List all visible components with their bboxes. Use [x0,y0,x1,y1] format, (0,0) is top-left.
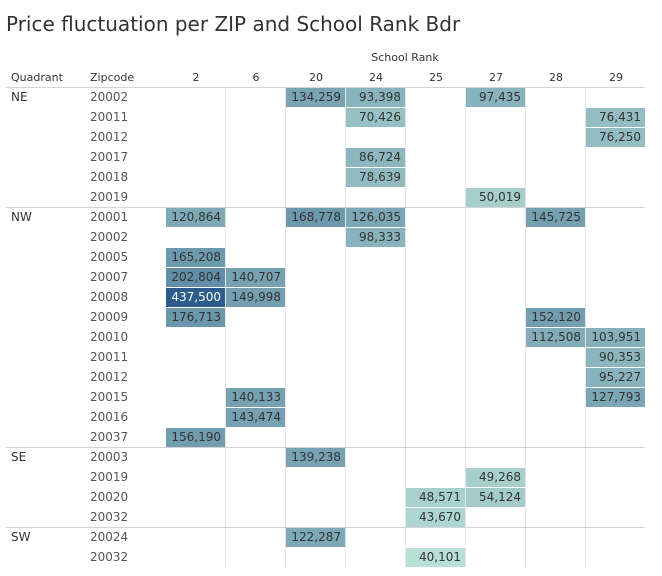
zipcode-label: 20019 [90,190,129,204]
zipcode-label: 20009 [90,310,129,324]
zipcode-label: 20003 [90,450,129,464]
column-header-6: 6 [252,71,260,84]
zipcode-label: 20005 [90,250,129,264]
heatmap-cell[interactable]: 126,035 [346,208,405,227]
heatmap-cell[interactable]: 76,250 [586,128,645,147]
zipcode-label: 20002 [90,90,129,104]
column-separator [285,87,286,567]
column-header-20: 20 [309,71,323,84]
quadrant-header: Quadrant [11,71,63,84]
heatmap-cell[interactable]: 48,571 [406,488,465,507]
heatmap-cell[interactable]: 139,238 [286,448,345,467]
column-header-2: 2 [192,71,200,84]
heatmap-cell[interactable]: 43,670 [406,508,465,527]
zipcode-label: 20012 [90,130,129,144]
column-separator [405,87,406,567]
heatmap-cell[interactable]: 122,287 [286,528,345,547]
column-header-24: 24 [369,71,383,84]
heatmap-cell[interactable]: 97,435 [466,88,525,107]
zipcode-label: 20012 [90,370,129,384]
quadrant-label: SE [11,450,27,464]
heatmap-cell[interactable]: 176,713 [166,308,225,327]
zipcode-label: 20017 [90,150,129,164]
column-header-28: 28 [549,71,563,84]
column-separator [225,87,226,567]
zipcode-label: 20016 [90,410,129,424]
zipcode-label: 20008 [90,290,129,304]
heatmap-cell[interactable]: 202,804 [166,268,225,287]
column-group-header: School Rank [371,51,439,64]
heatmap-cell[interactable]: 152,120 [526,308,585,327]
heatmap-cell[interactable]: 140,133 [226,388,285,407]
heatmap-cell[interactable]: 134,259 [286,88,345,107]
chart-title: Price fluctuation per ZIP and School Ran… [6,12,461,36]
column-header-27: 27 [489,71,503,84]
heatmap-cell[interactable]: 40,101 [406,548,465,567]
heatmap-cell[interactable]: 112,508 [526,328,585,347]
zipcode-label: 20019 [90,470,129,484]
zipcode-label: 20020 [90,490,129,504]
zipcode-label: 20011 [90,350,129,364]
heatmap-cell[interactable]: 98,333 [346,228,405,247]
heatmap-cell[interactable]: 120,864 [166,208,225,227]
heatmap-cell[interactable]: 93,398 [346,88,405,107]
heatmap-cell[interactable]: 49,268 [466,468,525,487]
zipcode-label: 20032 [90,550,129,564]
heatmap-cell[interactable]: 143,474 [226,408,285,427]
heatmap-cell[interactable]: 149,998 [226,288,285,307]
group-divider [6,447,645,448]
column-header-29: 29 [609,71,623,84]
heatmap-cell[interactable]: 78,639 [346,168,405,187]
zipcode-header: Zipcode [90,71,135,84]
group-divider [6,527,645,528]
zipcode-label: 20011 [90,110,129,124]
heatmap-cell[interactable]: 145,725 [526,208,585,227]
column-header-25: 25 [429,71,443,84]
zipcode-label: 20018 [90,170,129,184]
heatmap-cell[interactable]: 156,190 [166,428,225,447]
quadrant-label: NW [11,210,32,224]
heatmap-cell[interactable]: 76,431 [586,108,645,127]
quadrant-label: NE [11,90,28,104]
column-separator [465,87,466,567]
heatmap-cell[interactable]: 127,793 [586,388,645,407]
heatmap-cell[interactable]: 54,124 [466,488,525,507]
zipcode-label: 20037 [90,430,129,444]
column-separator [585,87,586,567]
heatmap-cell[interactable]: 90,353 [586,348,645,367]
quadrant-label: SW [11,530,31,544]
column-separator [345,87,346,567]
heatmap-cell[interactable]: 103,951 [586,328,645,347]
zipcode-label: 20032 [90,510,129,524]
zipcode-label: 20010 [90,330,129,344]
heatmap-cell[interactable]: 165,208 [166,248,225,267]
heatmap-cell[interactable]: 86,724 [346,148,405,167]
zipcode-label: 20007 [90,270,129,284]
heatmap-cell[interactable]: 95,227 [586,368,645,387]
heatmap-cell[interactable]: 70,426 [346,108,405,127]
zipcode-label: 20015 [90,390,129,404]
zipcode-label: 20002 [90,230,129,244]
heatmap-cell[interactable]: 168,778 [286,208,345,227]
heatmap-cell[interactable]: 140,707 [226,268,285,287]
group-divider [6,207,645,208]
zipcode-label: 20001 [90,210,129,224]
zipcode-label: 20024 [90,530,129,544]
column-separator [525,87,526,567]
group-divider [6,87,645,88]
heatmap-cell[interactable]: 50,019 [466,188,525,207]
heatmap-cell[interactable]: 437,500 [166,288,225,307]
